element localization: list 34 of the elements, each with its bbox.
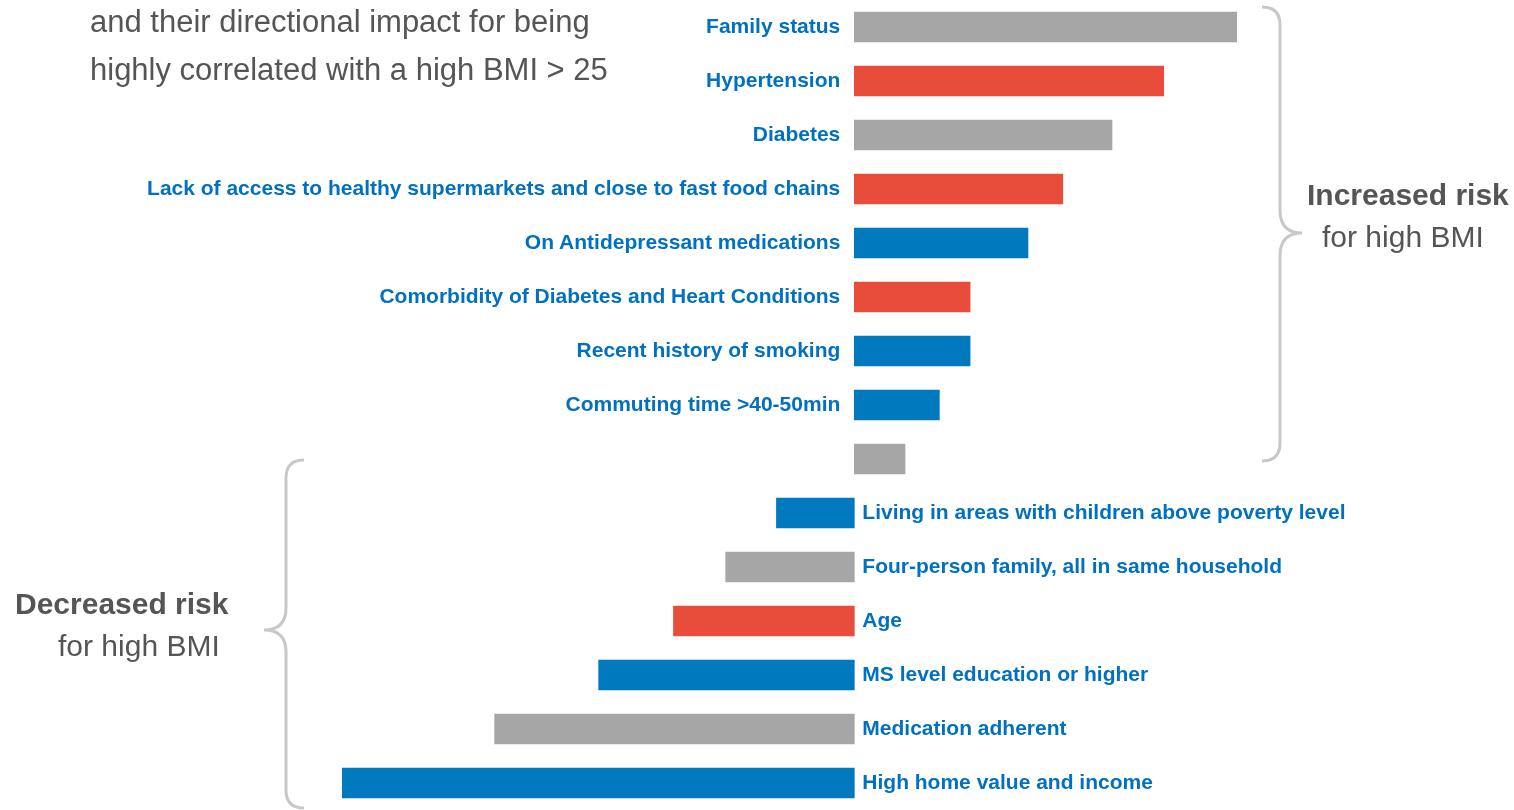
- y-tick-label: Medication adherent: [862, 715, 1067, 739]
- y-tick-label: Family status: [706, 13, 841, 37]
- text: Decreased risk: [15, 587, 229, 621]
- text: and their directional impact for being highly correlated with a high BMI > 25: [90, 3, 609, 89]
- bar: [853, 389, 940, 421]
- bar: [853, 335, 971, 367]
- text: Increased risk: [1307, 178, 1509, 212]
- y-tick-label: MS level education or higher: [862, 661, 1149, 685]
- bar: [673, 605, 855, 637]
- y-tick-label: Commuting time >40-50min: [565, 391, 841, 415]
- y-tick-label: Living in areas with children above poverty level: [862, 499, 1346, 523]
- bar: [853, 119, 1113, 151]
- y-tick-label: Lack of access to healthy supermarkets and close to fast food chains: [147, 175, 841, 199]
- bar: [342, 767, 855, 799]
- y-tick-label: Diabetes: [752, 121, 841, 145]
- y-tick-label: Recent history of smoking: [576, 337, 841, 361]
- y-tick-label: High home value and income: [862, 769, 1153, 793]
- bar: [598, 659, 855, 691]
- y-tick-label: Comorbidity of Diabetes and Heart Conditions: [379, 283, 841, 307]
- bar: [725, 551, 855, 583]
- y-tick-label: Age: [862, 607, 902, 631]
- bar: [853, 11, 1237, 43]
- y-tick-label: Hypertension: [706, 67, 841, 91]
- bar: [494, 713, 855, 745]
- y-tick-label: On Antidepressant medications: [524, 229, 841, 253]
- bar: [776, 497, 855, 529]
- bar: [853, 443, 906, 475]
- bar: [853, 65, 1165, 97]
- bar: [853, 173, 1064, 205]
- bar: [853, 281, 971, 313]
- text: for high BMI: [1322, 220, 1484, 254]
- text: for high BMI: [58, 629, 220, 663]
- y-tick-label: Four-person family, all in same household: [862, 553, 1282, 577]
- bar: [853, 227, 1029, 259]
